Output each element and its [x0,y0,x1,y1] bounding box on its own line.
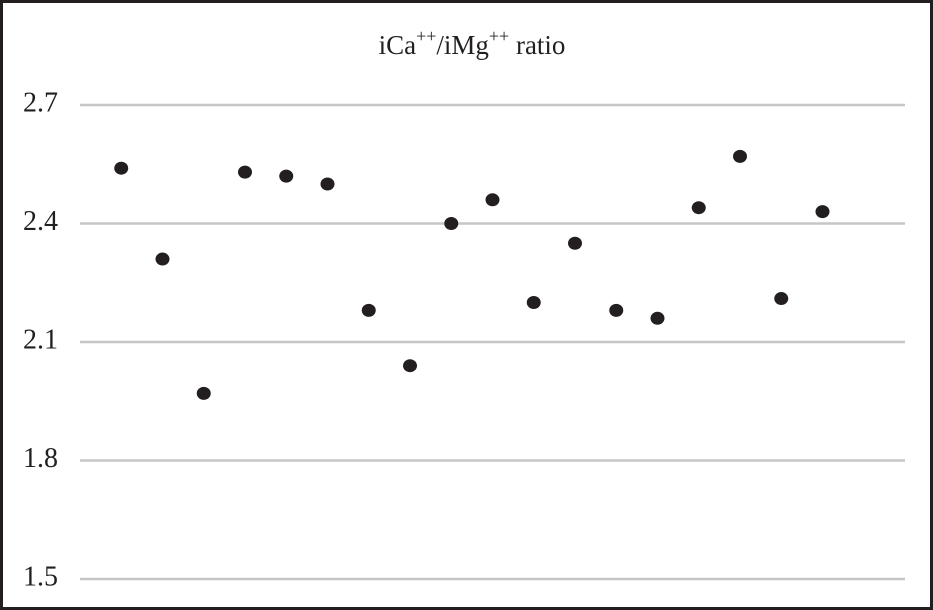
y-tick-label: 1.8 [23,443,58,474]
y-tick-label: 1.5 [23,561,58,592]
scatter-point [114,161,129,175]
scatter-point [774,292,789,306]
scatter-point [196,386,211,400]
y-tick-label: 2.4 [23,206,58,237]
y-tick-label: 2.1 [23,324,58,355]
scatter-point [279,169,294,183]
scatter-point [238,165,252,179]
scatter-point [361,303,376,317]
scatter-point [691,201,706,215]
scatter-point [485,193,500,207]
scatter-point [568,236,582,250]
chart-title: iCa++/iMg++ ratio [379,26,566,60]
scatter-point [526,296,541,309]
scatter-point [155,252,170,266]
scatter-point [320,177,335,191]
scatter-point [444,217,459,230]
scatter-point [815,205,830,219]
scatter-point [650,311,665,325]
scatter-point [733,149,747,163]
y-tick-label: 2.7 [23,87,58,118]
scatter-point [609,303,624,317]
scatter-point [403,359,417,373]
